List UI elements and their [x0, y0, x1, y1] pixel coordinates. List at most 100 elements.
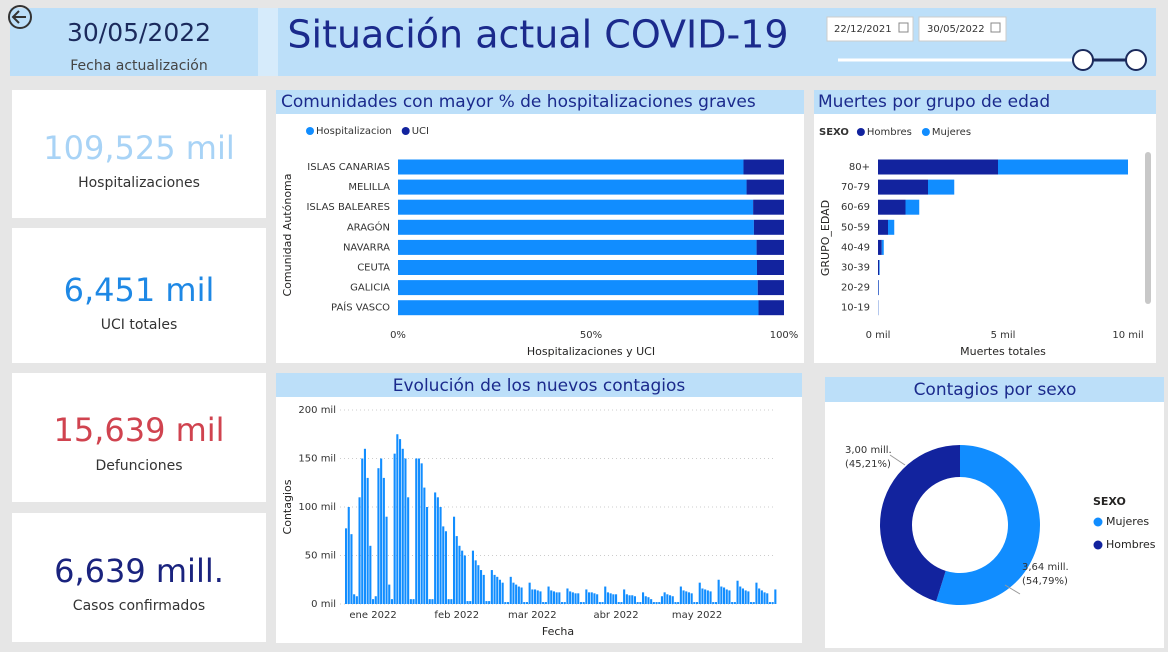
bar — [512, 583, 514, 604]
bar — [542, 602, 544, 604]
slider-handle[interactable] — [1126, 50, 1146, 70]
bar — [483, 575, 485, 604]
bar — [429, 599, 431, 604]
kpi-value: 109,525 mil — [43, 129, 234, 167]
bar-segment — [878, 160, 998, 175]
bar — [475, 560, 477, 604]
y-tick-label: 10-19 — [841, 303, 870, 314]
legend-swatch — [1094, 541, 1103, 550]
y-tick-label: ISLAS CANARIAS — [307, 162, 390, 173]
bar — [596, 594, 598, 604]
bar — [647, 597, 649, 604]
bar-segment — [398, 160, 743, 175]
bar — [653, 602, 655, 604]
y-tick-label: 100 mil — [298, 502, 336, 513]
bar-segment — [757, 260, 784, 275]
bar — [375, 596, 377, 604]
bar — [718, 580, 720, 604]
bar — [669, 595, 671, 604]
bar — [348, 507, 350, 604]
x-axis-label: Fecha — [542, 625, 574, 638]
bar — [434, 492, 436, 604]
bar — [761, 590, 763, 604]
y-tick-label: 150 mil — [298, 454, 336, 465]
bar — [407, 497, 409, 604]
bar-segment — [398, 180, 747, 195]
chart-title: Comunidades con mayor % de hospitalizaci… — [281, 92, 756, 112]
bar — [683, 590, 685, 604]
bar — [421, 463, 423, 604]
bar — [510, 577, 512, 604]
bar — [496, 577, 498, 604]
legend-swatch — [402, 127, 410, 135]
legend-label: Mujeres — [1106, 515, 1149, 528]
bar — [626, 594, 628, 604]
bar — [531, 589, 533, 604]
x-axis-label: Hospitalizaciones y UCI — [527, 345, 655, 358]
bar — [661, 596, 663, 604]
bar — [739, 587, 741, 604]
bar — [680, 587, 682, 604]
x-tick-label: 50% — [580, 330, 602, 341]
bar — [564, 602, 566, 604]
data-label: (45,21%) — [845, 459, 891, 470]
bar — [423, 488, 425, 604]
bar — [728, 590, 730, 604]
bar-segment — [888, 220, 894, 235]
slider-handle[interactable] — [1073, 50, 1093, 70]
bar — [523, 602, 525, 604]
bar — [383, 478, 385, 604]
panel — [825, 377, 1164, 648]
bar — [715, 602, 717, 604]
y-tick-label: 50 mil — [305, 551, 336, 562]
bar — [548, 587, 550, 604]
bar — [688, 592, 690, 604]
date-from: 22/12/2021 — [834, 24, 892, 35]
scrollbar[interactable] — [1145, 152, 1151, 304]
bar — [620, 602, 622, 604]
bar-segment — [879, 260, 880, 275]
bar — [674, 602, 676, 604]
bar — [359, 497, 361, 604]
bar — [569, 591, 571, 604]
bar — [396, 434, 398, 604]
x-tick-label: 10 mil — [1112, 330, 1143, 341]
bar — [602, 602, 604, 604]
x-tick-label: 0 mil — [866, 330, 891, 341]
y-tick-label: 30-39 — [841, 263, 870, 274]
y-tick-label: 70-79 — [841, 182, 870, 193]
chart-title: Evolución de los nuevos contagios — [393, 376, 686, 396]
bar — [556, 592, 558, 604]
bar — [774, 589, 776, 604]
bar — [639, 602, 641, 604]
bar — [634, 596, 636, 604]
bar — [645, 596, 647, 604]
update-date: 30/05/2022 — [67, 18, 211, 47]
bar — [731, 602, 733, 604]
bar — [356, 596, 358, 604]
bar — [704, 589, 706, 604]
bar — [353, 594, 355, 604]
bar — [456, 536, 458, 604]
bar — [758, 588, 760, 604]
bar — [769, 602, 771, 604]
legend-title: SEXO — [1093, 495, 1126, 508]
bar — [726, 589, 728, 604]
data-label: 3,00 mill. — [845, 445, 892, 456]
bar — [566, 588, 568, 604]
bar — [410, 599, 412, 604]
bar — [664, 592, 666, 604]
bar — [750, 602, 752, 604]
bar — [623, 589, 625, 604]
bar — [693, 602, 695, 604]
bar — [588, 592, 590, 604]
bar — [575, 593, 577, 604]
bar — [458, 546, 460, 604]
bar — [437, 497, 439, 604]
bar — [583, 602, 585, 604]
bar — [572, 592, 574, 604]
bar — [431, 599, 433, 604]
data-label: (54,79%) — [1022, 576, 1068, 587]
bar — [402, 449, 404, 604]
